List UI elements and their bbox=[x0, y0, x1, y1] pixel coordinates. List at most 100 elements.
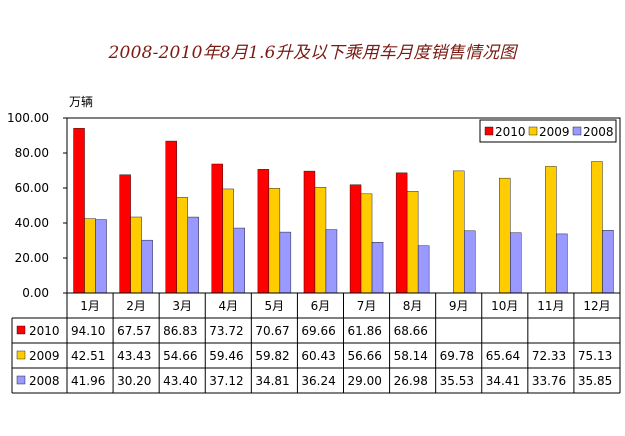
bar-2009-9 bbox=[453, 170, 465, 294]
data-label: 36.24 bbox=[301, 374, 335, 388]
bar-2009-7 bbox=[360, 193, 373, 294]
bars-layer bbox=[73, 128, 614, 294]
bar-2010-8 bbox=[395, 172, 408, 294]
y-tick-label: 20.00 bbox=[15, 251, 49, 265]
bar-2008-5 bbox=[279, 231, 292, 294]
data-table: 1月 2月 3月 4月 5月 6月 7月 8月 9月 10月 11月 12月 2010 94.10 67.5… bbox=[11, 292, 621, 394]
y-tick-label: 80.00 bbox=[15, 146, 49, 160]
category-label: 1月 bbox=[80, 299, 100, 313]
data-label: 30.20 bbox=[117, 374, 151, 388]
data-label: 65.64 bbox=[486, 349, 520, 363]
bar-2009-8 bbox=[406, 191, 419, 294]
data-label: 70.67 bbox=[255, 324, 289, 338]
category-label: 5月 bbox=[265, 299, 285, 313]
legend: 2010 2009 2008 bbox=[479, 119, 617, 143]
legend-label-2010: 2010 bbox=[495, 125, 526, 139]
y-axis-unit: 万辆 bbox=[69, 95, 93, 109]
data-label: 58.14 bbox=[394, 349, 428, 363]
category-label: 8月 bbox=[403, 299, 423, 313]
bar-2008-3 bbox=[187, 216, 199, 294]
chart-title: 2008-2010年8月1.6升及以下乘用车月度销售情况图 bbox=[108, 43, 517, 63]
bar-2008-2 bbox=[141, 239, 153, 294]
data-label: 35.85 bbox=[578, 374, 612, 388]
table-legend-swatch bbox=[16, 350, 26, 360]
table-legend-swatch bbox=[16, 325, 26, 335]
data-label: 59.46 bbox=[209, 349, 243, 363]
data-label: 86.83 bbox=[163, 324, 197, 338]
bar-2009-5 bbox=[268, 188, 281, 294]
bar-2009-11 bbox=[545, 166, 557, 294]
legend-label-2008: 2008 bbox=[583, 125, 614, 139]
bar-2008-9 bbox=[464, 230, 476, 294]
data-label: 43.40 bbox=[163, 374, 197, 388]
legend-swatch-2008 bbox=[572, 126, 582, 136]
category-label: 2月 bbox=[126, 299, 146, 313]
data-label: 54.66 bbox=[163, 349, 197, 363]
legend-swatch-2010 bbox=[484, 126, 494, 136]
bar-2008-10 bbox=[510, 232, 522, 294]
bar-2010-4 bbox=[211, 163, 223, 294]
category-label: 6月 bbox=[311, 299, 331, 313]
bar-2009-12 bbox=[591, 161, 603, 294]
y-tick-label: 100.00 bbox=[7, 111, 49, 125]
y-tick-label: 60.00 bbox=[15, 181, 49, 195]
bar-2008-4 bbox=[233, 227, 245, 294]
bar-2010-6 bbox=[303, 170, 316, 294]
bar-2009-2 bbox=[130, 216, 142, 294]
data-label: 26.98 bbox=[394, 374, 428, 388]
data-label: 41.96 bbox=[71, 374, 105, 388]
data-label: 35.53 bbox=[440, 374, 474, 388]
bar-2010-2 bbox=[119, 174, 131, 294]
bar-2009-3 bbox=[176, 197, 188, 294]
bar-2009-10 bbox=[499, 177, 511, 294]
data-label: 29.00 bbox=[348, 374, 382, 388]
data-label: 56.66 bbox=[348, 349, 382, 363]
data-label: 61.86 bbox=[348, 324, 382, 338]
category-label: 4月 bbox=[218, 299, 238, 313]
data-label: 60.43 bbox=[301, 349, 335, 363]
category-label: 12月 bbox=[583, 299, 610, 313]
table-series-label: 2008 bbox=[29, 374, 60, 388]
data-label: 43.43 bbox=[117, 349, 151, 363]
data-label: 67.57 bbox=[117, 324, 151, 338]
bar-2010-1 bbox=[73, 128, 85, 294]
bar-2008-6 bbox=[325, 229, 338, 294]
bar-2008-8 bbox=[417, 245, 430, 294]
data-label: 59.82 bbox=[255, 349, 289, 363]
data-label: 69.78 bbox=[440, 349, 474, 363]
bar-2009-4 bbox=[222, 188, 234, 294]
data-label: 75.13 bbox=[578, 349, 612, 363]
data-label: 34.41 bbox=[486, 374, 520, 388]
y-tick-label: 0.00 bbox=[22, 286, 49, 300]
data-label: 34.81 bbox=[255, 374, 289, 388]
data-label: 33.76 bbox=[532, 374, 566, 388]
data-label: 68.66 bbox=[394, 324, 428, 338]
bar-2010-7 bbox=[349, 184, 362, 294]
data-label: 42.51 bbox=[71, 349, 105, 363]
bar-2008-12 bbox=[602, 230, 614, 294]
data-label: 94.10 bbox=[71, 324, 105, 338]
bar-2009-1 bbox=[84, 218, 96, 294]
legend-swatch-2009 bbox=[528, 126, 538, 136]
data-label: 73.72 bbox=[209, 324, 243, 338]
y-tick-label: 40.00 bbox=[15, 216, 49, 230]
bar-2010-5 bbox=[257, 169, 270, 294]
data-label: 69.66 bbox=[301, 324, 335, 338]
legend-box bbox=[479, 119, 617, 143]
table-legend-swatch bbox=[16, 375, 26, 385]
category-label: 7月 bbox=[357, 299, 377, 313]
bar-2008-11 bbox=[556, 233, 568, 294]
bar-2008-7 bbox=[371, 242, 384, 294]
category-label: 3月 bbox=[172, 299, 192, 313]
bar-2010-3 bbox=[165, 140, 177, 294]
category-label: 11月 bbox=[537, 299, 564, 313]
table-series-label: 2010 bbox=[29, 324, 60, 338]
data-label: 72.33 bbox=[532, 349, 566, 363]
category-label: 9月 bbox=[449, 299, 469, 313]
bar-2008-1 bbox=[95, 219, 107, 294]
data-label: 37.12 bbox=[209, 374, 243, 388]
legend-label-2009: 2009 bbox=[539, 125, 570, 139]
table-series-label: 2009 bbox=[29, 349, 60, 363]
axis-layer: 0.00 20.00 40.00 60.00 80.00 100.00 万辆 bbox=[7, 95, 93, 300]
